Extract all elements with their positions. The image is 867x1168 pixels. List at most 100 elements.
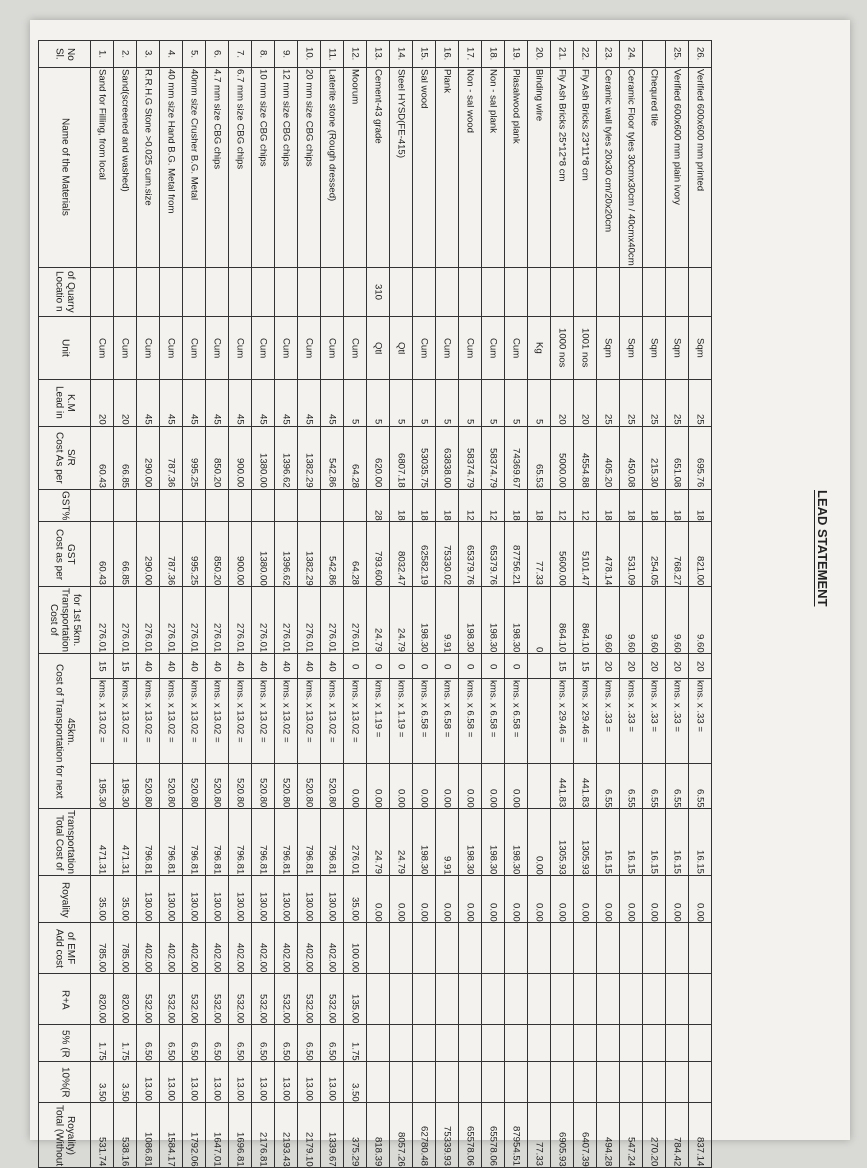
lead-statement-table: Sl. No Name of the Materials Locatio n of … bbox=[38, 40, 712, 1168]
table-cell bbox=[389, 266, 413, 317]
table-cell: 1792.06 bbox=[182, 1102, 206, 1168]
table-cell bbox=[481, 973, 505, 1026]
table-cell: Cum bbox=[481, 315, 505, 380]
table-cell: 20 mm size CBG chips bbox=[297, 67, 321, 268]
table-cell: 5600.00 bbox=[550, 521, 574, 588]
table-cell: 100.00 bbox=[343, 922, 367, 975]
table-cell: 995.25 bbox=[182, 521, 206, 588]
table-cell: 45 bbox=[136, 378, 160, 427]
table-cell: 0.00 bbox=[435, 875, 459, 924]
table-cell: kms. x 13.02 = bbox=[113, 678, 137, 765]
table-cell: 20 bbox=[90, 378, 114, 427]
table-cell: 35.00 bbox=[343, 875, 367, 924]
table-cell: Sal wood bbox=[412, 67, 436, 268]
table-row: 3. R.R.H.G Stone >0.025 cum.size Cum 45 290.… bbox=[136, 40, 160, 1168]
table-cell: 494.28 bbox=[596, 1102, 620, 1168]
table-cell bbox=[366, 1024, 390, 1063]
table-cell: 5 bbox=[458, 378, 482, 427]
table-cell: 18 bbox=[665, 488, 689, 523]
table-cell bbox=[527, 922, 551, 975]
table-cell: 0 bbox=[435, 653, 459, 680]
table-cell: 45 bbox=[274, 378, 298, 427]
table-cell: 40 mm size Hand B.G. Metal from bbox=[159, 67, 183, 268]
table-cell: 6.50 bbox=[251, 1024, 275, 1063]
table-cell bbox=[550, 922, 574, 975]
table-cell bbox=[366, 973, 390, 1026]
table-cell: kms. x 13.02 = bbox=[182, 678, 206, 765]
table-cell: 18 bbox=[642, 488, 666, 523]
table-cell: 768.27 bbox=[665, 521, 689, 588]
table-cell: 66.85 bbox=[113, 425, 137, 490]
table-cell: 9.60 bbox=[596, 586, 620, 655]
table-cell bbox=[435, 973, 459, 1026]
table-cell bbox=[527, 763, 551, 810]
column-header: Cost of Transportation for 1st 5km. bbox=[38, 586, 91, 655]
table-cell: 11. bbox=[320, 40, 344, 68]
table-cell: 25 bbox=[619, 378, 643, 427]
table-cell: 215.30 bbox=[642, 425, 666, 490]
table-cell bbox=[527, 1024, 551, 1063]
table-cell: 0.00 bbox=[688, 875, 712, 924]
table-cell bbox=[527, 653, 551, 680]
table-cell: 16. bbox=[435, 40, 459, 68]
table-cell: 13.00 bbox=[159, 1061, 183, 1104]
table-cell: Cum bbox=[412, 315, 436, 380]
table-cell bbox=[573, 922, 597, 975]
column-header: 5% (R bbox=[38, 1024, 91, 1063]
table-cell bbox=[550, 1061, 574, 1104]
table-cell: Qtl bbox=[389, 315, 413, 380]
table-cell: 796.81 bbox=[182, 808, 206, 877]
table-cell: 1001 nos bbox=[573, 315, 597, 380]
table-cell: 16.15 bbox=[619, 808, 643, 877]
table-row: 12. Moorum Cum 5 64.28 64.28 276.01 0 kms. x 13.… bbox=[343, 40, 367, 1168]
column-header: Total Cost of Transportation bbox=[38, 808, 91, 877]
table-cell: 520.80 bbox=[205, 763, 229, 810]
table-cell: 0.00 bbox=[481, 875, 505, 924]
table-cell: 15 bbox=[90, 653, 114, 680]
table-cell: 40 bbox=[182, 653, 206, 680]
table-cell: 5 bbox=[527, 378, 551, 427]
table-row: 10. 20 mm size CBG chips Cum 45 1382.29 1382.… bbox=[297, 40, 321, 1168]
table-cell bbox=[527, 266, 551, 317]
table-cell: 864.10 bbox=[550, 586, 574, 655]
table-cell bbox=[205, 488, 229, 523]
table-cell: 130.00 bbox=[182, 875, 206, 924]
table-cell: 1696.81 bbox=[228, 1102, 252, 1168]
table-cell bbox=[596, 1061, 620, 1104]
table-cell bbox=[665, 1061, 689, 1104]
table-cell bbox=[251, 488, 275, 523]
table-cell: 0 bbox=[481, 653, 505, 680]
table-cell bbox=[251, 266, 275, 317]
table-cell bbox=[688, 922, 712, 975]
table-cell: 9.91 bbox=[435, 586, 459, 655]
table-cell: 276.01 bbox=[297, 586, 321, 655]
table-cell: 45 bbox=[251, 378, 275, 427]
table-cell: 2193.43 bbox=[274, 1102, 298, 1168]
table-cell bbox=[389, 1061, 413, 1104]
table-cell: 471.31 bbox=[113, 808, 137, 877]
table-cell: 75339.93 bbox=[435, 1102, 459, 1168]
table-cell: Sand(screened and washed) bbox=[113, 67, 137, 268]
table-cell: 1305.93 bbox=[573, 808, 597, 877]
table-cell: 1.75 bbox=[343, 1024, 367, 1063]
table-cell: 12 mm size CBG chips bbox=[274, 67, 298, 268]
table-cell bbox=[205, 266, 229, 317]
table-cell: 0.00 bbox=[412, 763, 436, 810]
table-cell: 1086.81 bbox=[136, 1102, 160, 1168]
table-cell bbox=[688, 1024, 712, 1063]
table-cell: 9.60 bbox=[642, 586, 666, 655]
table-row: 15. Sal wood Cum 5 53035.75 18 62582.19 198.30 0… bbox=[412, 40, 436, 1168]
table-cell: 1.75 bbox=[113, 1024, 137, 1063]
table-cell: 0.00 bbox=[550, 875, 574, 924]
table-cell: 40 bbox=[136, 653, 160, 680]
table-cell: 6.50 bbox=[228, 1024, 252, 1063]
table-cell: 198.30 bbox=[481, 586, 505, 655]
table-cell: 1382.29 bbox=[297, 425, 321, 490]
table-cell: 402.00 bbox=[320, 922, 344, 975]
column-header: Sl. No bbox=[38, 40, 91, 68]
table-cell: Cum bbox=[274, 315, 298, 380]
table-cell bbox=[412, 973, 436, 1026]
table-cell bbox=[573, 266, 597, 317]
table-cell: 1. bbox=[90, 40, 114, 68]
